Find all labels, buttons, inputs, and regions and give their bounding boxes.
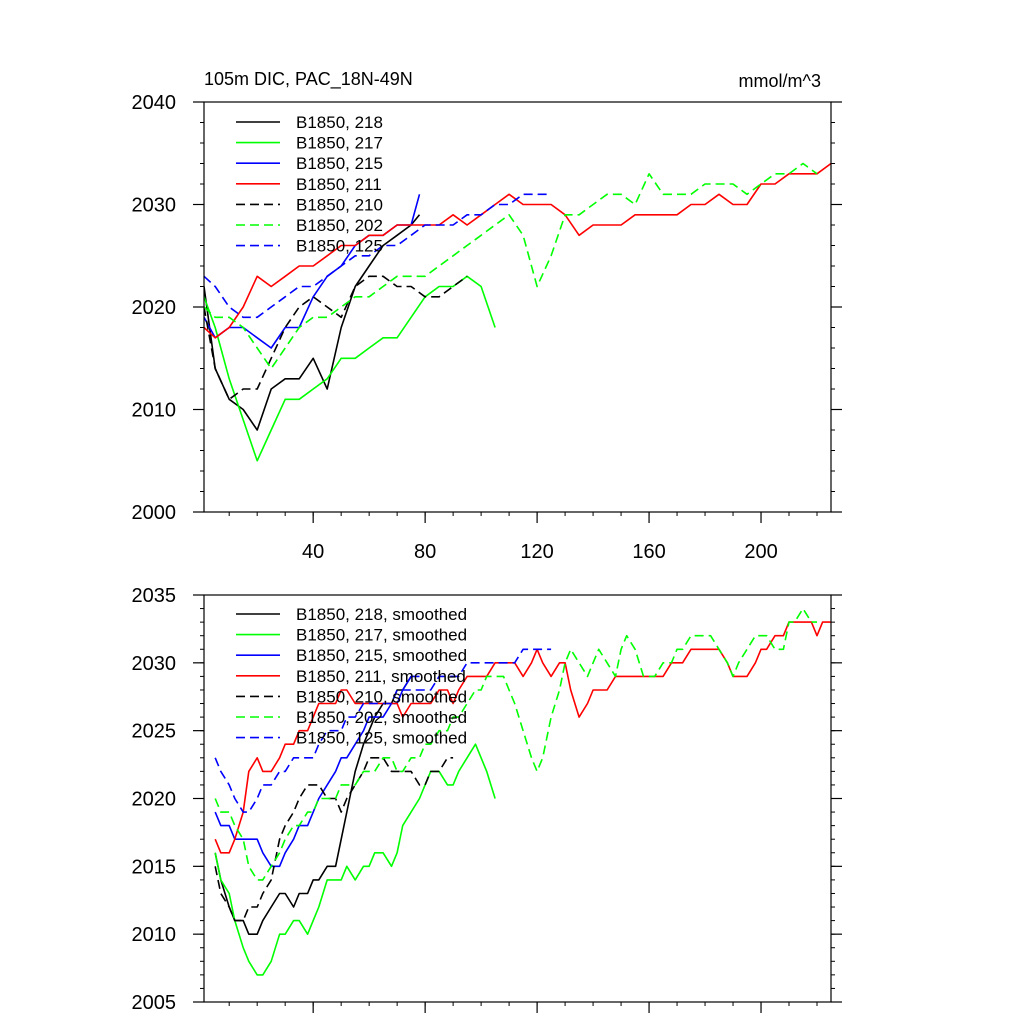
series-line-7 [214,648,552,813]
series-line-2 [214,743,496,976]
y-tick-label: 2010 [132,924,177,946]
y-tick-label: 2030 [132,195,177,217]
units-label: mmol/m^3 [739,71,821,91]
y-tick-label: 2040 [132,92,177,114]
y-tick-label: 2010 [132,400,177,422]
figure-title: 105m DIC, PAC_18N-49N [204,69,413,90]
series-line-5 [204,275,468,401]
y-tick-label: 2020 [132,297,177,319]
legend-label: B1850, 125 [296,237,383,256]
x-tick-label: 40 [302,541,324,563]
legend-label: B1850, 215, smoothed [296,646,467,665]
y-tick-label: 2005 [132,992,177,1014]
series-line-1 [214,675,412,936]
y-tick-label: 2030 [132,653,177,675]
x-tick-label: 120 [520,541,553,563]
series-line-7 [204,193,552,319]
series-line-2 [204,275,496,462]
legend-label: B1850, 217 [296,134,383,153]
legend-label: B1850, 217, smoothed [296,626,467,645]
y-tick-label: 2015 [132,856,177,878]
x-tick-label: 160 [632,541,665,563]
legend-label: B1850, 210, smoothed [296,687,467,706]
legend-label: B1850, 125, smoothed [296,729,467,748]
x-tick-label: 200 [744,541,777,563]
series-group [214,607,831,976]
legend-label: B1850, 218, smoothed [296,605,467,624]
y-tick-label: 2035 [132,585,177,607]
top-panel-dic-raw: 2000 2010 2020 2030 2040 40 80 120 160 200 B1850, … [132,92,842,563]
series-group [204,162,831,462]
legend-label: B1850, 210 [296,195,383,214]
legend-label: B1850, 202, smoothed [296,708,467,727]
y-tick-label: 2025 [132,721,177,743]
y-tick-label: 2000 [132,502,177,524]
legend-label: B1850, 211, smoothed [296,667,466,686]
series-line-6 [214,607,817,881]
series-line-4 [214,621,831,854]
legend: B1850, 218, smoothed B1850, 217, smoothed… [236,605,467,748]
series-line-6 [204,162,818,370]
bottom-panel-dic-smoothed: 2005 2010 2015 2020 2025 2030 2035 B1850, 218, … [132,585,842,1014]
x-tick-label: 80 [414,541,436,563]
legend-label: B1850, 202 [296,216,383,235]
legend-label: B1850, 211 [296,175,382,194]
legend-label: B1850, 215 [296,154,383,173]
y-tick-label: 2020 [132,789,177,811]
legend-label: B1850, 218 [296,113,383,132]
